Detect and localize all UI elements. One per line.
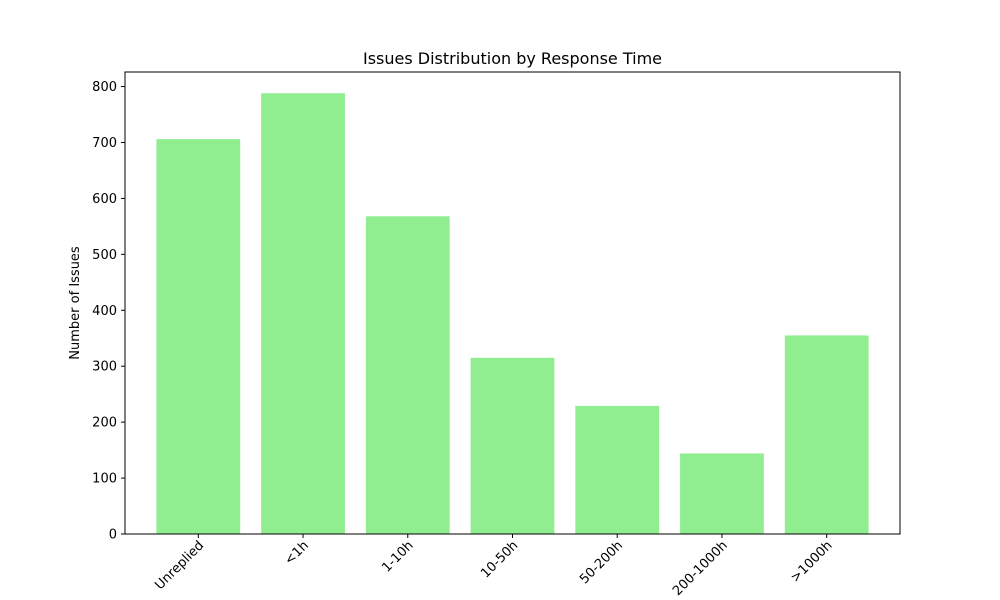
bar-3 — [470, 357, 555, 534]
bar-2 — [365, 216, 450, 534]
y-tick-label-2: 200 — [92, 416, 117, 431]
y-tick-label-5: 500 — [92, 248, 117, 263]
y-ticks-group: 0 100 200 300 400 500 600 700 800 — [92, 80, 125, 543]
chart-title: Issues Distribution by Response Time — [363, 49, 662, 68]
bar-6 — [784, 335, 869, 534]
bar-1 — [261, 93, 345, 534]
bar-0 — [156, 139, 241, 534]
y-tick-label-7: 700 — [92, 136, 117, 151]
y-tick-label-3: 300 — [92, 360, 117, 375]
y-tick-label-6: 600 — [92, 192, 117, 207]
y-tick-label-0: 0 — [109, 528, 117, 543]
y-tick-label-1: 100 — [92, 472, 117, 487]
bar-4 — [575, 405, 660, 534]
plot-frame — [124, 71, 901, 535]
y-tick-label-8: 800 — [92, 80, 117, 95]
y-axis-label: Number of Issues — [68, 246, 83, 360]
y-tick-label-4: 400 — [92, 304, 117, 319]
bar-5 — [680, 453, 764, 534]
bars-group — [156, 93, 869, 534]
